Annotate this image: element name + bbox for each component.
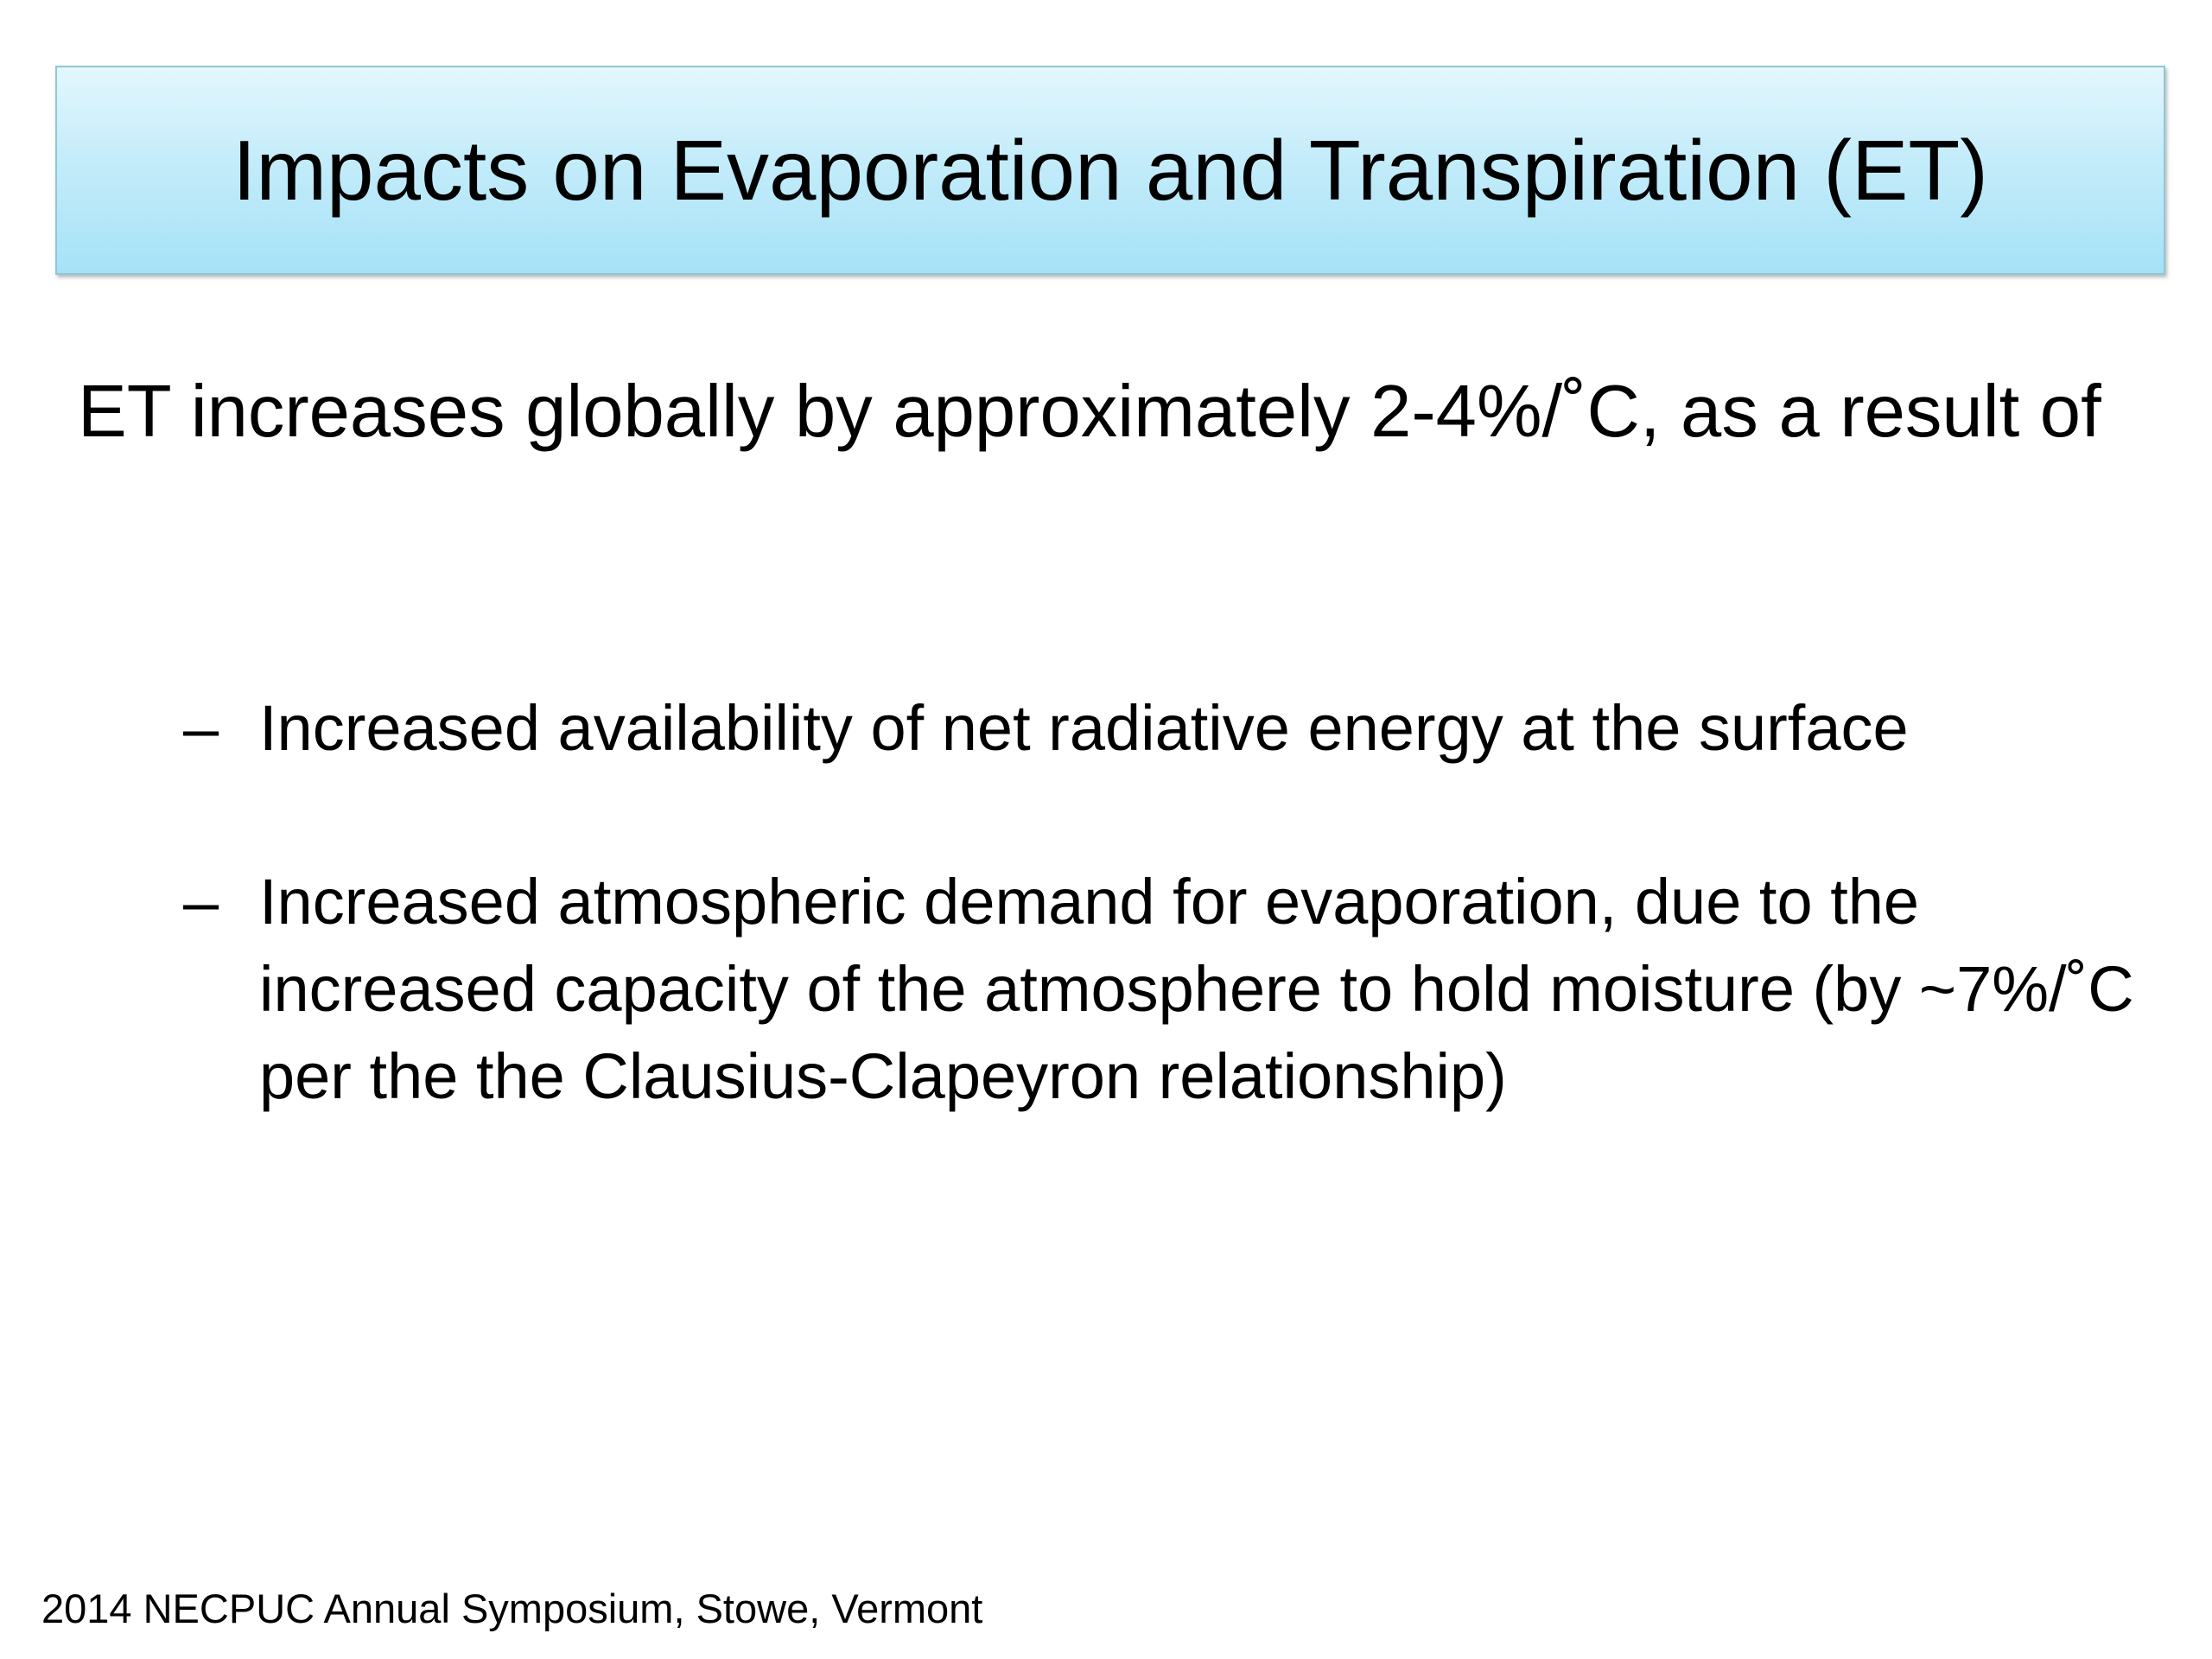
bullet-list: – Increased availability of net radiativ… (183, 684, 2136, 1120)
title-banner: Impacts on Evaporation and Transpiration… (55, 66, 2165, 275)
bullet-item-radiative-energy: – Increased availability of net radiativ… (183, 684, 2136, 772)
footer-caption: 2014 NECPUC Annual Symposium, Stowe, Ver… (41, 1586, 983, 1631)
bullet-text: Increased atmospheric demand for evapora… (259, 866, 2134, 1112)
bullet-text: Increased availability of net radiative … (259, 692, 1909, 764)
lead-statement: ET increases globally by approximately 2… (78, 371, 2101, 453)
slide-title: Impacts on Evaporation and Transpiration… (232, 123, 1988, 218)
bullet-dash-icon: – (183, 692, 219, 764)
bullet-item-atmospheric-demand: – Increased atmospheric demand for evapo… (183, 858, 2136, 1120)
bullet-dash-icon: – (183, 866, 219, 938)
